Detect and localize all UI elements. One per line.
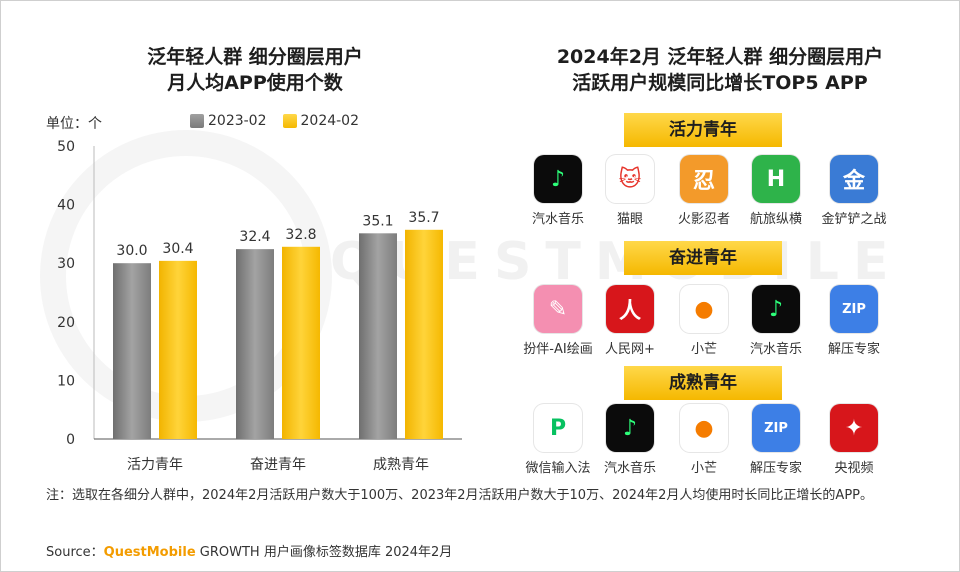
app-item[interactable]: ZIP 解压专家 [814,285,894,357]
mango-icon: ● [680,404,728,452]
group-banner: 奋进青年 [624,241,782,275]
legend-label-2023: 2023-02 [208,113,267,129]
app-item[interactable]: ZIP 解压专家 [736,404,816,476]
app-name: 解压专家 [749,461,802,476]
watermark-text: QUESTMOBILE [330,232,903,292]
music-note-icon: ♪ [752,285,800,333]
app-item[interactable]: ♪ 汽水音乐 [736,285,816,357]
game-penguin-icon: 金 [830,155,878,203]
right-panel-title: 2024年2月 泛年轻人群 细分圈层用户 活跃用户规模同比增长TOP5 APP [510,44,930,96]
app-name: 人民网+ [605,342,655,357]
app-item[interactable]: ✎ 扮伴-AI绘画 [518,285,598,357]
app-name: 扮伴-AI绘画 [523,342,593,357]
cctv-video-icon: ✦ [830,404,878,452]
source-line: Source：QuestMobile GROWTH 用户画像标签数据库 2024… [46,541,452,560]
app-item[interactable]: 金金铲铲之战 [814,155,894,227]
app-item[interactable]: 人人民网+ [590,285,670,357]
app-item[interactable]: P 微信输入法 [518,404,598,476]
app-name: 火影忍者 [677,212,730,227]
left-title-line2: 月人均APP使用个数 [167,72,343,94]
app-item[interactable]: ● 小芒 [664,285,744,357]
legend: 2023-02 2024-02 [190,113,359,129]
app-name: 汽水音乐 [531,212,584,227]
group-banner: 活力青年 [624,113,782,147]
music-note-icon: ♪ [534,155,582,203]
zip-icon: ZIP [830,285,878,333]
cat-eye-icon: 🐱 [606,155,654,203]
app-name: 央视频 [834,461,874,476]
app-item[interactable]: ♪ 汽水音乐 [518,155,598,227]
source-brand: QuestMobile [103,545,196,560]
music-note-icon: ♪ [606,404,654,452]
airline-icon: H [752,155,800,203]
app-name: 解压专家 [827,342,880,357]
unit-label: 单位：个 [46,116,102,132]
mango-icon: ● [680,285,728,333]
app-item[interactable]: ● 小芒 [664,404,744,476]
left-title-line1: 泛年轻人群 细分圈层用户 [147,46,363,68]
left-chart-title: 泛年轻人群 细分圈层用户 月人均APP使用个数 [60,44,450,96]
app-name: 小芒 [690,342,717,357]
group-banner: 成熟青年 [624,366,782,400]
app-name: 猫眼 [616,212,643,227]
right-title-line1: 2024年2月 泛年轻人群 细分圈层用户 [556,46,884,68]
app-name: 微信输入法 [525,461,591,476]
zip-icon: ZIP [752,404,800,452]
app-item[interactable]: 忍火影忍者 [664,155,744,227]
source-text: GROWTH 用户画像标签数据库 2024年2月 [195,545,453,560]
app-name: 汽水音乐 [603,461,656,476]
people-daily-icon: 人 [606,285,654,333]
right-title-line2: 活跃用户规模同比增长TOP5 APP [572,72,868,94]
naruto-icon: 忍 [680,155,728,203]
app-item[interactable]: ♪ 汽水音乐 [590,404,670,476]
legend-swatch-2024 [282,114,297,128]
footnote: 注：选取在各细分人群中，2024年2月活跃用户数大于100万、2023年2月活跃… [46,488,873,503]
legend-swatch-2023 [190,114,204,128]
source-label: Source： [46,545,104,560]
app-name: 航旅纵横 [749,212,802,227]
ai-paint-icon: ✎ [534,285,582,333]
wechat-input-icon: P [534,404,582,452]
app-item[interactable]: ✦ 央视频 [814,404,894,476]
app-name: 金铲铲之战 [821,212,887,227]
watermark-circle [40,130,332,422]
legend-label-2024: 2024-02 [300,113,360,129]
app-item[interactable]: H 航旅纵横 [736,155,816,227]
app-name: 汽水音乐 [749,342,802,357]
app-item[interactable]: 🐱 猫眼 [590,155,670,227]
app-name: 小芒 [690,461,717,476]
